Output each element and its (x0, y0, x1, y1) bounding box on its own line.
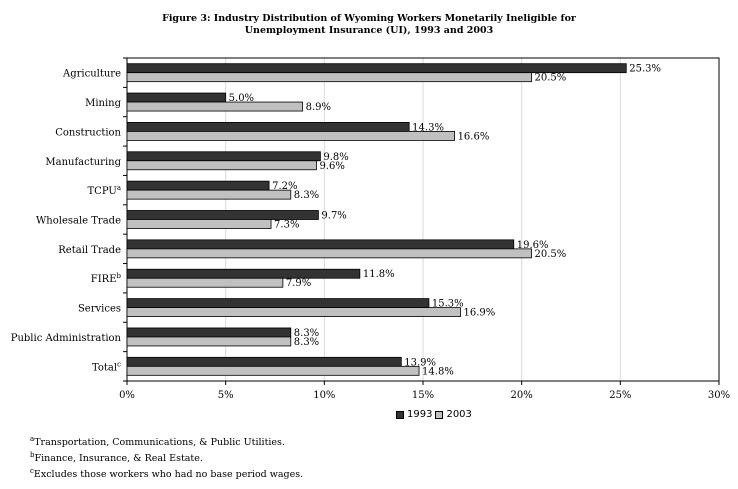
category-label: Wholesale Trade (36, 216, 121, 227)
data-label-2003: 8.3% (294, 190, 319, 201)
data-label-2003: 16.6% (458, 131, 490, 142)
bar-2003 (126, 101, 304, 112)
category-label-superscript: c (117, 360, 121, 368)
bar-2003 (126, 160, 317, 171)
data-label-2003: 9.6% (319, 161, 344, 172)
data-label-1993: 15.3% (432, 299, 464, 310)
x-tick-label: 15% (412, 390, 434, 401)
data-label-2003: 8.3% (294, 337, 319, 348)
data-label-2003: 8.9% (306, 102, 331, 113)
x-tick-labels: 0% 5% 10% 15% 20% 25% 30% (119, 381, 730, 401)
legend: 1993 2003 (396, 409, 472, 420)
footnote-mark: b (30, 451, 35, 460)
x-tick-label: 0% (119, 390, 135, 401)
data-label-2003: 20.5% (535, 249, 567, 260)
footnote-a: aTransportation, Communications, & Publi… (30, 433, 303, 449)
bar-1993 (126, 151, 321, 162)
category-label: TCPUa (88, 184, 122, 197)
bar-2003 (126, 219, 272, 229)
bar-1993 (126, 92, 227, 103)
footnote-text: Finance, Insurance, & Real Estate. (34, 453, 203, 465)
data-label-2003: 20.5% (535, 73, 567, 84)
x-tick-label: 20% (511, 390, 533, 401)
legend-swatch-1993 (396, 410, 404, 419)
bar-1993 (126, 298, 430, 308)
category-label: Public Administration (11, 333, 122, 344)
footnotes: aTransportation, Communications, & Publi… (30, 433, 303, 481)
category-labels: Agriculture Mining Construction Manufacturi… (11, 57, 127, 382)
data-label-1993: 14.3% (412, 122, 444, 133)
bar-2003 (126, 336, 292, 347)
bar-1993 (126, 327, 292, 338)
bar-2003 (126, 248, 532, 259)
category-label-superscript: a (117, 184, 121, 192)
category-label: Manufacturing (45, 157, 121, 168)
bar-1993 (126, 268, 361, 279)
category-label-superscript: b (117, 272, 122, 280)
category-label: Totalc (92, 360, 121, 373)
bar-1993 (126, 63, 627, 74)
x-tick-label: 10% (313, 390, 335, 401)
x-tick-label: 30% (708, 390, 730, 401)
bar-chart: 25.3% 20.5% 5.0% 8.9% 14.3% 16.6% 9.8%9.6% 7.2%… (11, 57, 730, 401)
data-label-1993: 5.0% (229, 93, 254, 104)
bar-1993 (126, 122, 410, 132)
category-label: Services (78, 304, 121, 315)
category-label: Retail Trade (58, 245, 121, 256)
category-label: Construction (55, 127, 121, 138)
bar-2003 (126, 365, 420, 376)
x-tick-label: 5% (218, 390, 234, 401)
bar-2003 (126, 72, 532, 83)
footnote-text: Excludes those workers who had no base p… (33, 469, 304, 481)
category-label: Mining (85, 98, 122, 109)
data-label-1993: 13.9% (404, 357, 436, 368)
bar-1993 (126, 210, 319, 220)
x-tick-label: 25% (609, 390, 631, 401)
footnote-text: Transportation, Communications, & Public… (34, 437, 285, 449)
bar-2003 (126, 189, 292, 200)
footnote-mark: c (30, 467, 34, 476)
bar-1993 (126, 356, 402, 367)
data-label-1993: 9.8% (323, 152, 348, 163)
data-label-2003: 14.8% (422, 366, 454, 377)
data-label-1993: 9.7% (321, 211, 346, 222)
data-label-1993: 8.3% (294, 328, 319, 339)
data-label-1993: 7.2% (272, 181, 297, 192)
data-label-2003: 16.9% (463, 308, 495, 319)
footnote-mark: a (30, 435, 35, 443)
data-label-1993: 11.8% (363, 269, 395, 280)
legend-swatch-2003 (435, 410, 444, 419)
category-label: FIREb (91, 272, 122, 285)
bar-1993 (126, 180, 270, 191)
legend-label-1993: 1993 (407, 409, 433, 420)
data-label-1993: 25.3% (629, 64, 661, 75)
category-label: Agriculture (62, 69, 121, 80)
legend-label-2003: 2003 (446, 409, 472, 420)
data-label-2003: 7.3% (274, 220, 299, 231)
chart-title-line-1: Figure 3: Industry Distribution of Wyomi… (162, 13, 576, 24)
bar-1993 (126, 239, 515, 250)
chart-title-line-2: Unemployment Insurance (UI), 1993 and 20… (244, 25, 494, 36)
bar-2003 (126, 277, 284, 288)
chart-title: Figure 3: Industry Distribution of Wyomi… (0, 13, 738, 37)
bar-2003 (126, 131, 455, 141)
bars: 25.3% 20.5% 5.0% 8.9% 14.3% 16.6% 9.8%9.6% 7.2%… (126, 63, 661, 377)
data-label-2003: 7.9% (286, 278, 311, 289)
data-label-1993: 19.6% (517, 240, 549, 251)
footnote-c: cExcludes those workers who had no base … (30, 465, 303, 481)
bar-2003 (126, 307, 461, 317)
footnote-b: bFinance, Insurance, & Real Estate. (30, 449, 303, 465)
